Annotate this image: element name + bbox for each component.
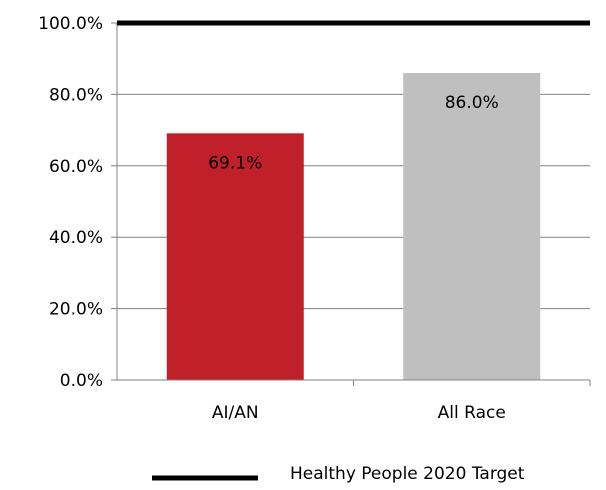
y-tick-labels: 0.0% 20.0% 40.0% 60.0% 80.0% 100.0%: [38, 14, 103, 391]
x-tick-label: AI/AN: [212, 403, 259, 423]
y-tick-label: 0.0%: [60, 371, 103, 391]
bar-all-race: [403, 72, 541, 380]
x-tick-label: All Race: [438, 403, 506, 423]
x-tick-labels: AI/AN All Race: [212, 403, 506, 423]
y-tick-label: 20.0%: [49, 300, 103, 320]
legend: Healthy People 2020 Target: [152, 464, 525, 484]
data-label: 69.1%: [208, 153, 262, 173]
y-tick-label: 100.0%: [38, 14, 103, 34]
y-tick-label: 60.0%: [49, 157, 103, 177]
bar-ai-an: [166, 133, 304, 380]
bars: [166, 72, 541, 380]
legend-label-target: Healthy People 2020 Target: [290, 464, 525, 484]
data-labels: 69.1% 86.0%: [208, 93, 499, 173]
data-label: 86.0%: [445, 93, 499, 113]
y-tick-label: 80.0%: [49, 85, 103, 105]
axes: [111, 22, 591, 386]
y-tick-label: 40.0%: [49, 228, 103, 248]
